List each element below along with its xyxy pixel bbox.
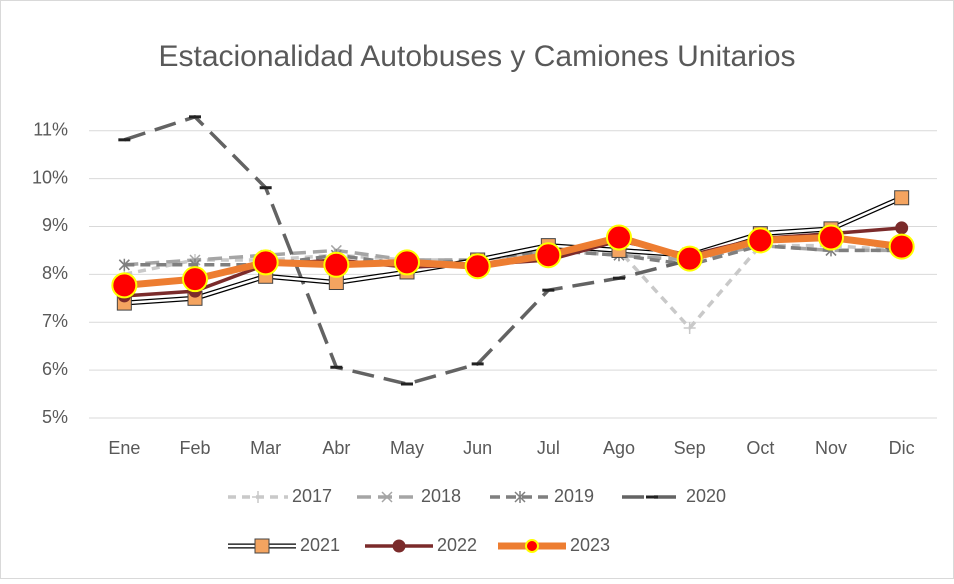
marker [683, 321, 696, 334]
legend-marker [392, 539, 406, 553]
legend-label: 2021 [300, 535, 340, 555]
legend-marker [252, 491, 264, 503]
x-tick-label: May [390, 438, 424, 458]
marker [894, 190, 910, 206]
legend-marker [254, 538, 270, 554]
legend-marker [525, 539, 539, 553]
marker [252, 249, 279, 276]
legend-item: 2018 [357, 486, 461, 506]
legend-item: 2022 [365, 535, 477, 555]
legend-label: 2023 [570, 535, 610, 555]
legend-label: 2019 [554, 486, 594, 506]
legend-label: 2020 [686, 486, 726, 506]
legend-label: 2017 [292, 486, 332, 506]
y-tick-label: 8% [42, 263, 68, 283]
marker [535, 242, 562, 269]
y-tick-label: 9% [42, 215, 68, 235]
legend-item: 2020 [622, 486, 726, 506]
marker [895, 221, 909, 235]
legend-marker [514, 491, 526, 503]
legend-item: 2021 [228, 535, 340, 555]
legend-item: 2017 [228, 486, 332, 506]
x-tick-label: Feb [179, 438, 210, 458]
marker [747, 227, 774, 254]
x-tick-label: Dic [889, 438, 915, 458]
marker [818, 224, 844, 251]
marker [888, 233, 915, 260]
y-tick-label: 6% [42, 359, 68, 379]
x-tick-label: Abr [322, 438, 350, 458]
series [111, 224, 915, 299]
legend-item: 2023 [498, 535, 610, 555]
marker [464, 253, 491, 280]
marker [323, 251, 350, 278]
marker [111, 272, 138, 299]
x-tick-label: Ene [108, 438, 140, 458]
y-tick-label: 7% [42, 311, 68, 331]
y-tick-label: 5% [42, 407, 68, 427]
legend-marker [381, 491, 393, 503]
y-tick-label: 10% [32, 167, 68, 187]
legend-label: 2022 [437, 535, 477, 555]
marker [394, 249, 420, 276]
x-tick-label: Mar [250, 438, 281, 458]
marker [118, 258, 130, 271]
x-tick-label: Sep [674, 438, 706, 458]
x-tick-label: Jun [463, 438, 492, 458]
legend-item: 2019 [490, 486, 594, 506]
legend-label: 2018 [421, 486, 461, 506]
x-tick-label: Nov [815, 438, 847, 458]
x-tick-label: Jul [537, 438, 560, 458]
marker [182, 266, 208, 293]
chart-title: Estacionalidad Autobuses y Camiones Unit… [158, 40, 795, 73]
marker [606, 224, 632, 251]
y-tick-label: 11% [33, 119, 68, 139]
x-tick-label: Ago [603, 438, 635, 458]
x-tick-label: Oct [746, 438, 774, 458]
marker [676, 245, 703, 272]
series-line-inner [124, 196, 903, 305]
